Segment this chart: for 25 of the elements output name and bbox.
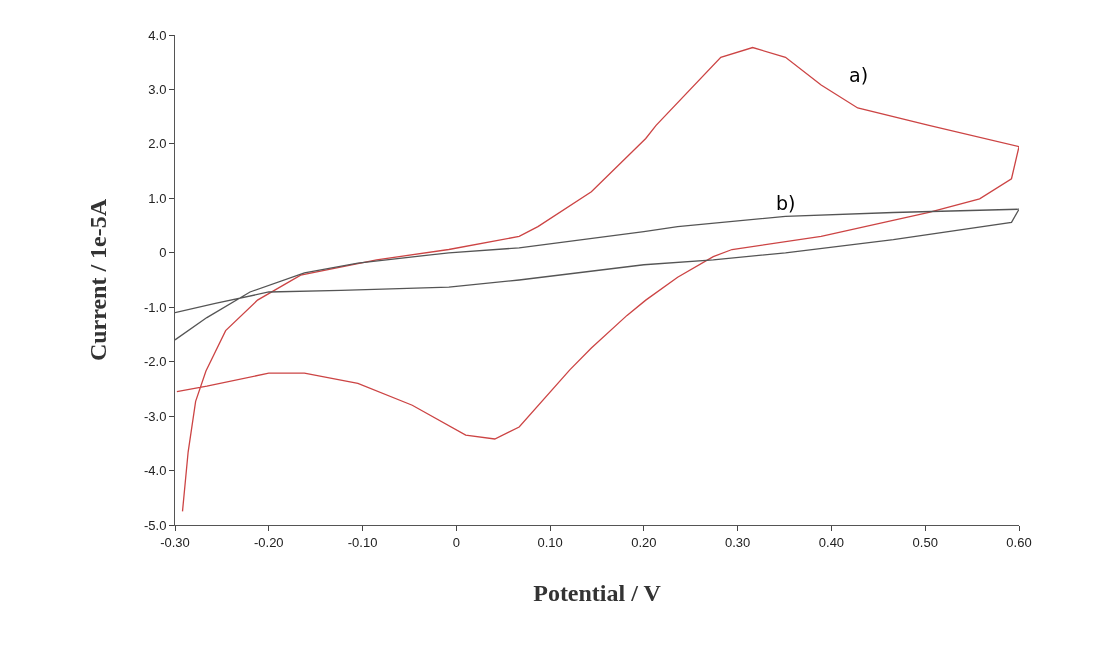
y-tick-label: -3.0	[143, 408, 167, 424]
x-tick-label: 0.40	[818, 534, 845, 550]
y-tick-label: 1.0	[148, 190, 167, 206]
y-axis-title: Current / 1e-5A	[85, 198, 112, 362]
line-series	[176, 46, 1019, 513]
x-tick-label: 0.10	[537, 534, 563, 550]
x-tick-label: 0	[452, 534, 460, 550]
y-tick-label: -5.0	[143, 517, 167, 533]
x-axis-title: Potential / V	[533, 579, 662, 606]
x-tick-label: -0.20	[253, 534, 284, 550]
y-tick-label: 0	[159, 245, 167, 261]
y-tick-label: 4.0	[148, 27, 167, 43]
y-tick-label: 3.0	[148, 81, 167, 97]
x-tick-label: 0.50	[912, 534, 938, 550]
y-tick-label: 2.0	[148, 136, 167, 152]
x-tick-label: -0.30	[160, 534, 190, 550]
x-tick-label: 0.60	[1006, 534, 1032, 550]
y-tick-label: -2.0	[143, 354, 167, 370]
x-tick-label: 0.20	[631, 534, 657, 550]
y-tick-label: -4.0	[143, 463, 167, 479]
y-tick-label: -1.0	[143, 299, 167, 315]
annotation: b)	[776, 192, 796, 214]
x-tick-label: 0.30	[725, 534, 751, 550]
x-tick-label: -0.10	[347, 534, 378, 550]
annotation: a)	[849, 64, 869, 86]
